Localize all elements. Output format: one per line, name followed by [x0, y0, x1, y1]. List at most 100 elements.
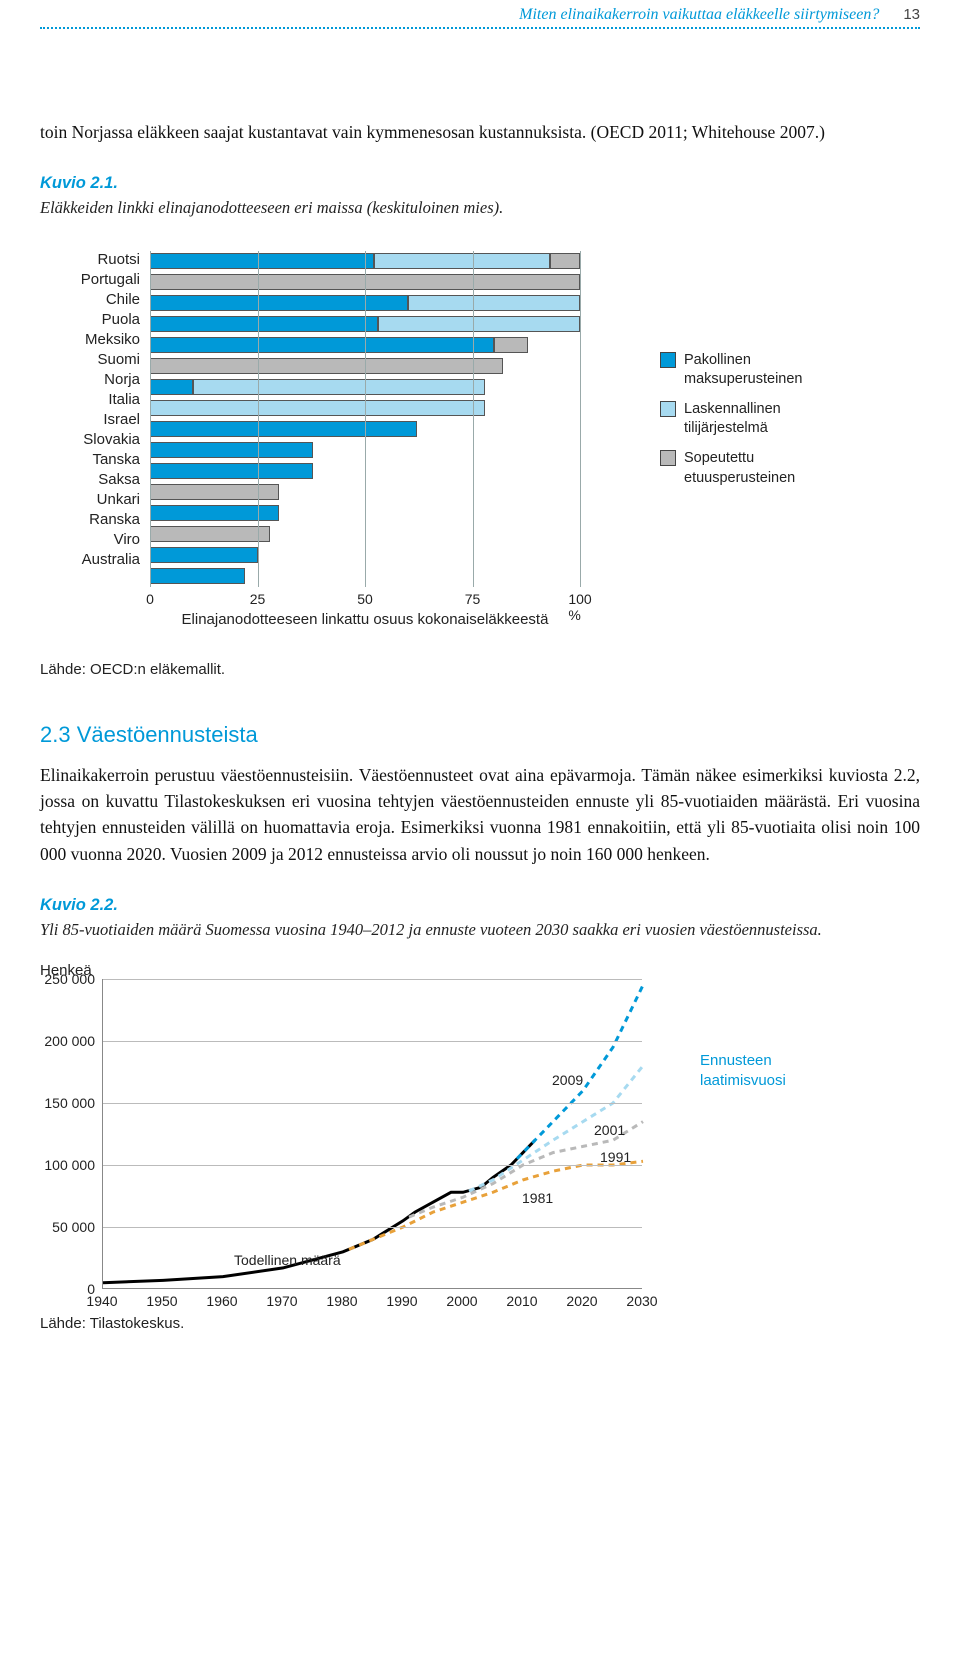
bar-segment [150, 358, 503, 374]
legend-label: Pakollinenmaksuperusteinen [684, 351, 803, 390]
running-head-text: Miten elinaikakerroin vaikuttaa eläkkeel… [519, 6, 879, 24]
bar-segment [150, 379, 193, 395]
bar-row [150, 545, 580, 565]
xaxis-tick: 2010 [506, 1293, 537, 1309]
bar-label: Saksa [40, 471, 140, 491]
chart-annotation: 1991 [600, 1149, 631, 1165]
bar-row [150, 503, 580, 523]
bar-plot-area [150, 251, 580, 587]
bar-label: Chile [40, 291, 140, 311]
legend-label: Laskennallinentilijärjestelmä [684, 400, 781, 439]
figure-2-2-caption: Kuvio 2.2. Yli 85-vuotiaiden määrä Suome… [40, 893, 920, 943]
chart2-ylabel: Henkeä [40, 962, 920, 979]
page-number: 13 [903, 6, 920, 23]
bar-segment [150, 568, 245, 584]
yaxis-tick: 200 000 [44, 1033, 95, 1049]
bar-segment [150, 526, 270, 542]
figure-2-2-source: Lähde: Tilastokeskus. [40, 1315, 920, 1332]
chart2-yaxis-labels: 050 000100 000150 000200 000250 000 [40, 979, 95, 1309]
bar-row [150, 377, 580, 397]
legend-item: Pakollinenmaksuperusteinen [660, 351, 803, 390]
yaxis-tick: 100 000 [44, 1157, 95, 1173]
bar-segment [150, 337, 494, 353]
xaxis-tick: 0 [146, 591, 154, 607]
bar-segment [550, 253, 580, 269]
chart2-plot-area [102, 979, 642, 1289]
figure-2-1-source: Lähde: OECD:n eläkemallit. [40, 661, 920, 678]
bar-segment [150, 253, 374, 269]
bar-segment [150, 421, 417, 437]
bar-label: Puola [40, 311, 140, 331]
bar-label: Suomi [40, 351, 140, 371]
chart-annotation: 2001 [594, 1122, 625, 1138]
bar-segment [494, 337, 528, 353]
bar-row [150, 440, 580, 460]
bar-row [150, 461, 580, 481]
xaxis-tick: 1980 [326, 1293, 357, 1309]
caption-number: Kuvio 2.1. [40, 171, 920, 196]
bar-row [150, 335, 580, 355]
caption-text: Yli 85-vuotiaiden määrä Suomessa vuosina… [40, 918, 920, 943]
bar-row [150, 272, 580, 292]
caption-number: Kuvio 2.2. [40, 893, 920, 918]
bar-segment [150, 274, 580, 290]
bar-label: Portugali [40, 271, 140, 291]
bar-label: Israel [40, 411, 140, 431]
figure-2-1-caption: Kuvio 2.1. Eläkkeiden linkki elinajanodo… [40, 171, 920, 221]
caption-text: Eläkkeiden linkki elinajanodotteeseen er… [40, 196, 920, 221]
legend-swatch [660, 401, 676, 417]
bar-row [150, 293, 580, 313]
bar-segment [408, 295, 580, 311]
bar-label: Norja [40, 371, 140, 391]
running-header: Miten elinaikakerroin vaikuttaa eläkkeel… [40, 0, 920, 29]
yaxis-tick: 50 000 [52, 1219, 95, 1235]
bar-segment [150, 505, 279, 521]
legend-item: Laskennallinentilijärjestelmä [660, 400, 803, 439]
legend-swatch [660, 450, 676, 466]
bar-row [150, 398, 580, 418]
bar-segment [150, 400, 485, 416]
bar-label: Ranska [40, 511, 140, 531]
xaxis-tick: 1950 [146, 1293, 177, 1309]
xaxis-tick: 2020 [566, 1293, 597, 1309]
bar-xaxis-title: Elinajanodotteeseen linkattu osuus kokon… [150, 611, 580, 628]
bar-segment [150, 295, 408, 311]
bar-segment [150, 442, 313, 458]
bar-segment [150, 547, 258, 563]
bar-segment [150, 316, 378, 332]
bar-label: Meksiko [40, 331, 140, 351]
legend-item: Sopeutettuetuusperusteinen [660, 449, 803, 488]
xaxis-tick: 25 [250, 591, 266, 607]
xaxis-tick: 2030 [626, 1293, 657, 1309]
intro-paragraph: toin Norjassa eläkkeen saajat kustantava… [40, 119, 920, 145]
xaxis-tick: 1960 [206, 1293, 237, 1309]
bar-label: Slovakia [40, 431, 140, 451]
bar-segment [374, 253, 550, 269]
bar-row [150, 524, 580, 544]
bar-row [150, 356, 580, 376]
xaxis-tick: 1970 [266, 1293, 297, 1309]
bar-label: Ruotsi [40, 251, 140, 271]
bar-row [150, 566, 580, 586]
xaxis-tick: 1990 [386, 1293, 417, 1309]
bar-segment [193, 379, 485, 395]
bar-row [150, 419, 580, 439]
bar-label: Tanska [40, 451, 140, 471]
bar-label: Unkari [40, 491, 140, 511]
figure-2-2-chart: Henkeä 050 000100 000150 000200 000250 0… [40, 962, 920, 1309]
yaxis-tick: 150 000 [44, 1095, 95, 1111]
section-heading: 2.3 Väestöennusteista [40, 722, 920, 748]
chart-annotation: 2009 [552, 1072, 583, 1088]
chart2-legend-label: Ennusteenlaatimisvuosi [700, 1051, 786, 1090]
bar-xaxis-labels: 0255075100 % [150, 591, 590, 609]
figure-2-1-chart: RuotsiPortugaliChilePuolaMeksikoSuomiNor… [40, 251, 920, 651]
bar-category-labels: RuotsiPortugaliChilePuolaMeksikoSuomiNor… [40, 251, 140, 571]
bar-row [150, 482, 580, 502]
xaxis-tick: 50 [357, 591, 373, 607]
bar-row [150, 251, 580, 271]
figure-2-1-legend: Pakollinenmaksuperusteinen Laskennallinen… [660, 351, 803, 498]
legend-label: Sopeutettuetuusperusteinen [684, 449, 795, 488]
body-paragraph: Elinaikakerroin perustuu väestöennusteis… [40, 762, 920, 867]
xaxis-tick: 1940 [86, 1293, 117, 1309]
xaxis-tick: 2000 [446, 1293, 477, 1309]
